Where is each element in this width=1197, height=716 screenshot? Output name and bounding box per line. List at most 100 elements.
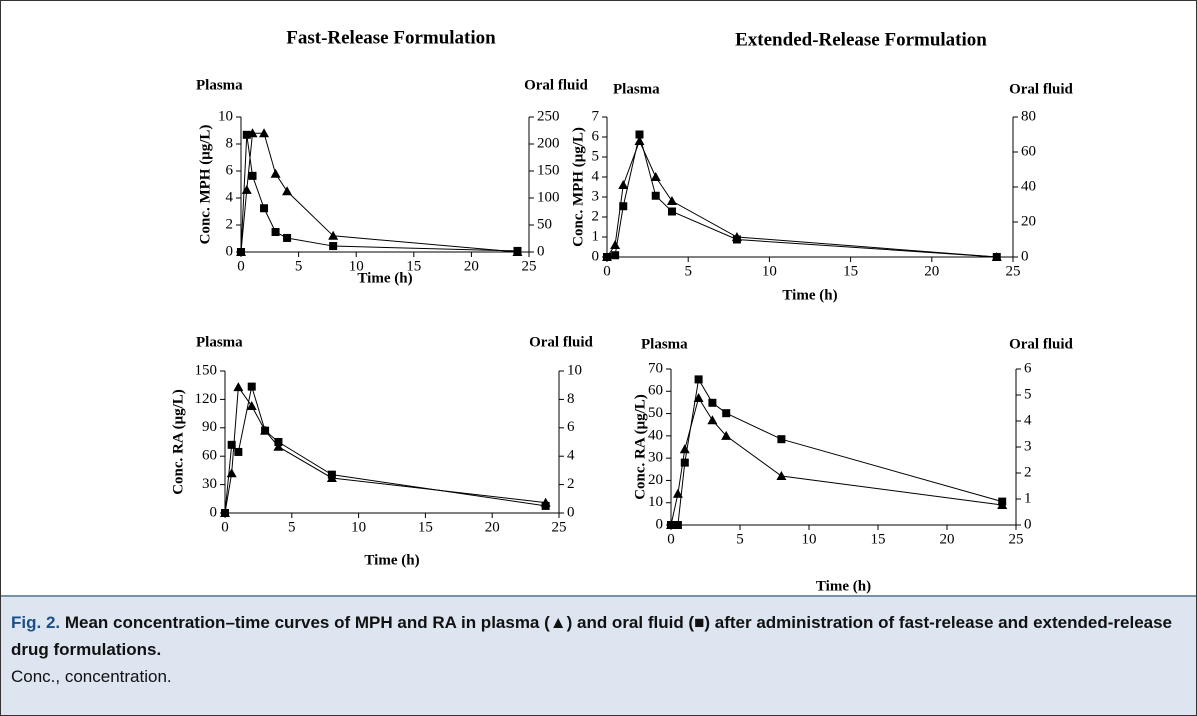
square-marker <box>221 509 229 517</box>
x-axis-label: Time (h) <box>357 270 412 286</box>
caption-box: Fig. 2. Mean concentration–time curves o… <box>1 595 1196 715</box>
square-marker <box>237 248 245 256</box>
square-marker <box>247 382 256 391</box>
y2-tick-label: 100 <box>537 189 560 205</box>
caption-text: Mean concentration–time curves of MPH an… <box>11 613 1173 659</box>
x-tick-label: 15 <box>871 531 886 547</box>
square-marker <box>541 501 550 510</box>
y2-tick-label: 80 <box>1021 108 1036 124</box>
triangle-marker <box>270 168 281 178</box>
triangle-marker <box>273 441 284 451</box>
y-tick-label: 70 <box>648 360 663 376</box>
square-marker <box>271 228 280 237</box>
y2-tick-label: 5 <box>1024 386 1032 402</box>
left-axis-title: Plasma <box>641 336 688 352</box>
x-axis-label: Time (h) <box>782 287 837 303</box>
square-marker <box>611 251 620 260</box>
x-tick-label: 20 <box>464 258 479 274</box>
square-marker <box>274 438 283 446</box>
y-tick-label: 40 <box>648 427 663 443</box>
y-axis-label: Conc. MPH (μg/L) <box>197 125 213 245</box>
x-tick-label: 5 <box>736 531 744 547</box>
x-tick-label: 20 <box>924 263 939 279</box>
x-tick-label: 0 <box>603 263 611 279</box>
y2-tick-label: 250 <box>537 108 560 124</box>
y2-tick-label: 0 <box>1024 516 1032 532</box>
y-tick-label: 60 <box>202 448 217 464</box>
square-marker <box>283 233 292 242</box>
left-axis-title: Plasma <box>196 77 243 93</box>
right-axis-title: Oral fluid <box>1009 81 1073 97</box>
x-tick-label: 5 <box>684 263 692 279</box>
square-marker <box>261 426 270 435</box>
y2-tick-label: 4 <box>1024 412 1032 428</box>
y-tick-label: 4 <box>226 189 234 205</box>
series-line <box>224 386 546 514</box>
y-tick-label: 120 <box>195 391 218 407</box>
x-tick-label: 5 <box>288 519 296 535</box>
column-title: Fast-Release Formulation <box>286 27 496 48</box>
right-axis-title: Oral fluid <box>1009 336 1073 352</box>
series-line <box>606 134 997 258</box>
series-line <box>671 377 1003 526</box>
y2-tick-label: 6 <box>567 419 575 435</box>
square-marker <box>234 447 243 456</box>
y-tick-label: 1 <box>592 228 600 244</box>
triangle-marker <box>707 415 718 425</box>
y-tick-label: 20 <box>648 472 663 488</box>
y-tick-label: 0 <box>226 243 234 259</box>
y-tick-label: 0 <box>210 504 218 520</box>
triangle-marker <box>259 128 270 138</box>
y-tick-label: 0 <box>656 516 664 532</box>
triangle-marker <box>666 196 677 205</box>
left-axis-title: Plasma <box>196 334 243 350</box>
caption-note: Conc., concentration. <box>11 667 172 686</box>
square-marker <box>248 171 257 180</box>
x-tick-label: 0 <box>221 519 229 535</box>
y-tick-label: 30 <box>648 450 663 466</box>
series-line <box>670 396 1003 526</box>
square-marker <box>242 130 251 139</box>
triangle-marker <box>679 444 690 454</box>
y2-tick-label: 40 <box>1021 178 1036 194</box>
y-axis-label: Conc. RA (μg/L) <box>632 394 648 500</box>
y-tick-label: 2 <box>592 208 600 224</box>
y2-tick-label: 2 <box>1024 464 1032 480</box>
y2-tick-label: 60 <box>1021 143 1036 159</box>
square-marker <box>329 242 338 251</box>
square-marker <box>694 375 703 384</box>
y-tick-label: 4 <box>592 168 600 184</box>
series-line <box>240 132 518 253</box>
x-tick-label: 5 <box>295 258 303 274</box>
square-marker <box>513 246 522 255</box>
x-tick-label: 20 <box>940 531 955 547</box>
square-marker <box>673 521 682 529</box>
y-tick-label: 2 <box>226 216 234 232</box>
triangle-marker <box>693 392 704 402</box>
triangle-marker <box>776 470 787 480</box>
y-tick-label: 60 <box>648 383 663 399</box>
triangle-marker <box>246 401 257 411</box>
triangle-marker <box>721 430 732 440</box>
square-marker <box>992 253 1001 261</box>
triangle-marker <box>282 186 293 196</box>
y2-tick-label: 4 <box>567 448 575 464</box>
y2-tick-label: 50 <box>537 216 552 232</box>
y-tick-label: 7 <box>592 108 600 124</box>
x-tick-label: 15 <box>418 519 433 535</box>
square-marker <box>619 202 628 211</box>
x-tick-label: 10 <box>802 531 817 547</box>
y2-tick-label: 0 <box>567 504 575 520</box>
y2-tick-label: 8 <box>567 391 575 407</box>
square-marker <box>777 435 786 444</box>
triangle-marker <box>618 180 629 189</box>
square-marker <box>680 458 689 467</box>
square-marker <box>732 235 741 244</box>
x-tick-label: 15 <box>843 263 858 279</box>
x-tick-label: 25 <box>1009 531 1024 547</box>
x-tick-label: 0 <box>667 531 675 547</box>
y-tick-label: 6 <box>226 162 234 178</box>
right-axis-title: Oral fluid <box>524 77 588 93</box>
y-tick-label: 8 <box>226 135 234 151</box>
